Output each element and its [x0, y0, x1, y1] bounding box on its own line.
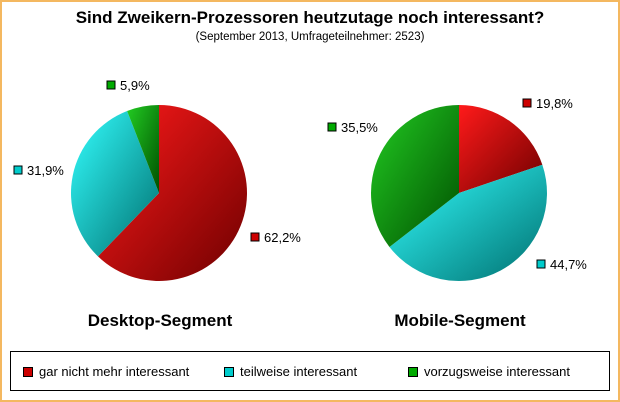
- legend-item-gar-nicht: gar nicht mehr interessant: [23, 364, 189, 379]
- label-text: 62,2%: [264, 230, 301, 245]
- legend-label-teilweise: teilweise interessant: [240, 364, 358, 379]
- pie-charts: 62,2% 31,9% 5,9% 19,8% 44,7% 35,5%: [13, 78, 587, 282]
- mobile-segment-title: Mobile-Segment: [394, 311, 526, 330]
- label-text: 19,8%: [536, 96, 573, 111]
- data-label-mobile-vorzugsweise: 35,5%: [327, 120, 378, 135]
- label-swatch: [106, 80, 116, 90]
- legend-swatch-vorzugsweise: [408, 366, 418, 377]
- data-label-mobile-teilweise: 44,7%: [536, 257, 587, 272]
- pie-slice-mobile-gar-nicht: [459, 105, 543, 193]
- label-swatch: [13, 165, 23, 175]
- data-label-desktop-teilweise: 31,9%: [13, 163, 64, 178]
- label-swatch: [327, 122, 337, 132]
- pie-slice-mobile-vorzugsweise: [371, 105, 459, 247]
- label-text: 5,9%: [120, 78, 150, 93]
- label-swatch: [536, 259, 546, 269]
- data-label-mobile-gar-nicht: 19,8%: [522, 96, 573, 111]
- label-text: 44,7%: [550, 257, 587, 272]
- data-label-desktop-gar-nicht: 62,2%: [250, 230, 301, 245]
- legend-label-vorzugsweise: vorzugsweise interessant: [424, 364, 570, 379]
- label-swatch: [250, 232, 260, 242]
- pie-slice-desktop-vorzugsweise: [127, 105, 159, 193]
- data-label-desktop-vorzugsweise: 5,9%: [106, 78, 150, 93]
- legend-item-vorzugsweise: vorzugsweise interessant: [408, 364, 570, 379]
- legend-swatch-gar-nicht: [23, 366, 33, 377]
- chart-subtitle: (September 2013, Umfrageteilnehmer: 2523…: [195, 31, 425, 43]
- legend: gar nicht mehr interessant teilweise int…: [10, 351, 610, 391]
- label-text: 35,5%: [341, 120, 378, 135]
- legend-item-teilweise: teilweise interessant: [224, 364, 357, 379]
- label-swatch: [522, 98, 532, 108]
- legend-label-gar-nicht: gar nicht mehr interessant: [39, 364, 190, 379]
- pie-slice-mobile-teilweise: [389, 164, 547, 281]
- chart-title: Sind Zweikern-Prozessoren heutzutage noc…: [75, 8, 545, 27]
- desktop-segment-title: Desktop-Segment: [87, 311, 233, 330]
- legend-swatch-teilweise: [224, 366, 234, 377]
- pie-slice-desktop-teilweise: [71, 110, 159, 257]
- label-text: 31,9%: [27, 163, 64, 178]
- pie-slice-desktop-gar-nicht: [97, 105, 247, 282]
